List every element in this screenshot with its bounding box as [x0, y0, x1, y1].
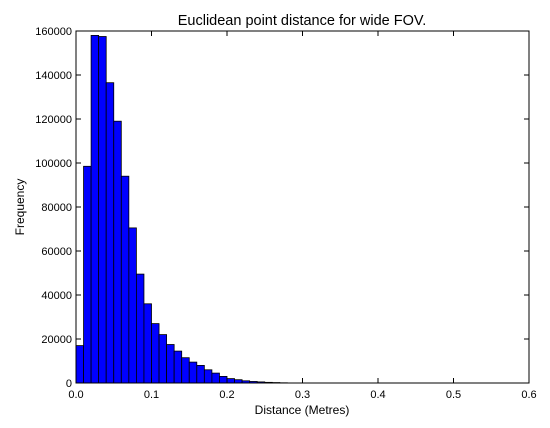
y-tick-labels: 0 20000 40000 60000 80000 100000 120000 140000 1…: [35, 26, 72, 390]
histogram-bar: [158, 334, 168, 384]
y-tick-label: 80000: [41, 202, 72, 214]
histogram-bar: [90, 35, 100, 384]
histogram-bar: [226, 378, 235, 384]
histogram-bar: [113, 120, 122, 384]
x-axis-label: Distance (Metres): [255, 403, 350, 417]
histogram-bar: [98, 36, 107, 384]
histogram-bar: [188, 361, 198, 384]
y-tick-label: 120000: [35, 114, 72, 126]
x-tick-label: 0.1: [144, 389, 159, 401]
histogram-bar: [120, 175, 130, 384]
x-tick-labels: 0.0 0.1 0.2 0.3 0.4 0.5 0.6: [68, 389, 536, 401]
histogram-bar: [173, 350, 183, 384]
histogram-bar: [83, 165, 92, 384]
histogram-bar: [75, 345, 84, 384]
x-tick-label: 0.6: [521, 389, 536, 401]
y-tick-label: 160000: [35, 26, 72, 38]
y-tick-label: 0: [66, 378, 72, 390]
y-tick-label: 40000: [41, 290, 72, 302]
histogram-bar: [181, 357, 190, 384]
x-tick-label: 0.4: [370, 389, 385, 401]
y-tick-label: 100000: [35, 158, 72, 170]
histogram-bar: [211, 372, 220, 384]
x-tick-label: 0.3: [295, 389, 310, 401]
y-tick-label: 20000: [41, 334, 72, 346]
histogram-bars: [75, 35, 288, 384]
x-tick-label: 0.0: [68, 389, 83, 401]
chart-title: Euclidean point distance for wide FOV.: [178, 13, 427, 29]
axis-ticks: [75, 30, 530, 384]
histogram-bar: [203, 369, 213, 384]
histogram-bar: [219, 375, 228, 384]
y-tick-label: 140000: [35, 70, 72, 82]
histogram-bar: [166, 344, 175, 384]
histogram-bar: [196, 364, 205, 384]
histogram-bar: [105, 82, 115, 384]
histogram-bar: [151, 323, 160, 384]
y-tick-label: 60000: [41, 246, 72, 258]
histogram-bar: [128, 227, 137, 384]
histogram-bar: [135, 273, 145, 384]
y-axis-label: Frequency: [13, 179, 27, 236]
x-tick-label: 0.2: [219, 389, 234, 401]
x-tick-label: 0.5: [446, 389, 461, 401]
histogram-bar: [143, 303, 152, 384]
